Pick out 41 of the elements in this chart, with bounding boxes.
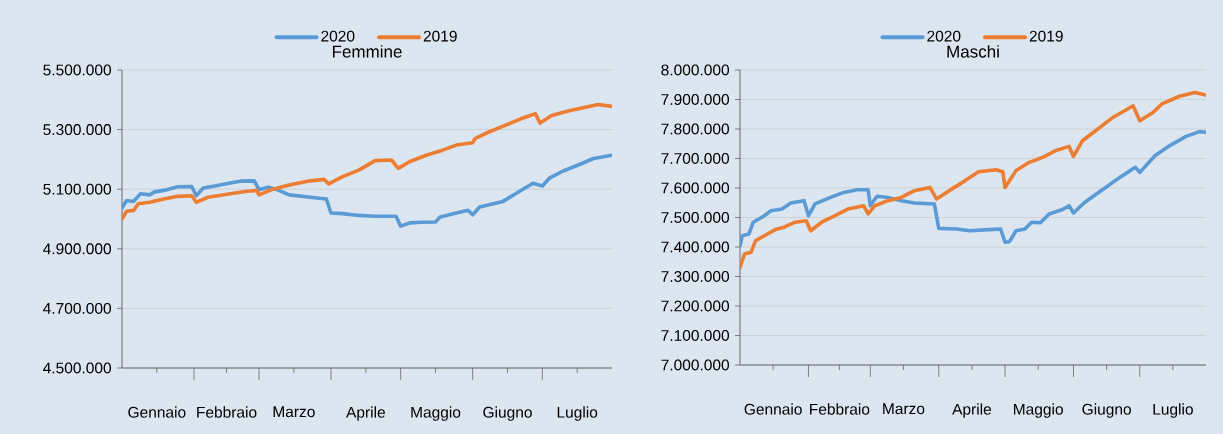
x-tick-label: Marzo [883, 403, 925, 415]
y-tick-label: 5.500.000 [43, 64, 112, 76]
x-tick-label: Febbraio [197, 406, 257, 418]
chart-title: Maschi [947, 45, 999, 58]
line-series [740, 129, 1207, 248]
legend-label: 2019 [423, 30, 457, 42]
y-tick-label: 7.500.000 [661, 212, 730, 223]
line-series [122, 153, 613, 228]
x-tick-label: Gennaio [744, 403, 802, 415]
x-tick-label: Marzo [273, 406, 315, 418]
y-tick-label: 5.300.000 [43, 124, 112, 136]
y-tick-label: 7.600.000 [661, 182, 730, 194]
x-tick-label: Giugno [1082, 403, 1131, 418]
y-tick-label: 7.000.000 [661, 359, 730, 371]
line-series [740, 90, 1207, 270]
y-tick-label: 7.200.000 [661, 300, 730, 312]
y-tick-label: 4.700.000 [43, 302, 112, 314]
line-series [122, 102, 613, 221]
x-tick-label: Maggio [1014, 403, 1063, 418]
x-tick-label: Luglio [557, 406, 598, 421]
x-tick-label: Aprile [346, 406, 385, 421]
legend-label: 2019 [1029, 30, 1063, 42]
y-tick-label: 4.900.000 [43, 243, 112, 255]
y-tick-label: 4.500.000 [43, 362, 112, 374]
x-tick-label: Giugno [483, 406, 532, 421]
y-tick-label: 7.400.000 [661, 241, 730, 253]
y-tick-label: 5.100.000 [43, 183, 112, 195]
x-tick-label: Maggio [411, 406, 461, 421]
legend-label: 2020 [321, 30, 355, 42]
x-tick-label: Febbraio [810, 403, 870, 415]
y-tick-label: 7.100.000 [661, 330, 730, 341]
legend-label: 2020 [927, 30, 961, 42]
chart-title: Femmine [332, 45, 402, 58]
y-tick-label: 8.000.000 [661, 64, 730, 76]
y-tick-label: 7.300.000 [661, 271, 730, 282]
y-tick-label: 7.700.000 [661, 153, 730, 164]
x-tick-label: Aprile [952, 403, 992, 418]
y-tick-label: 7.800.000 [661, 123, 730, 135]
x-tick-label: Gennaio [128, 406, 186, 418]
y-tick-label: 7.900.000 [661, 94, 730, 105]
x-tick-label: Luglio [1153, 403, 1193, 418]
